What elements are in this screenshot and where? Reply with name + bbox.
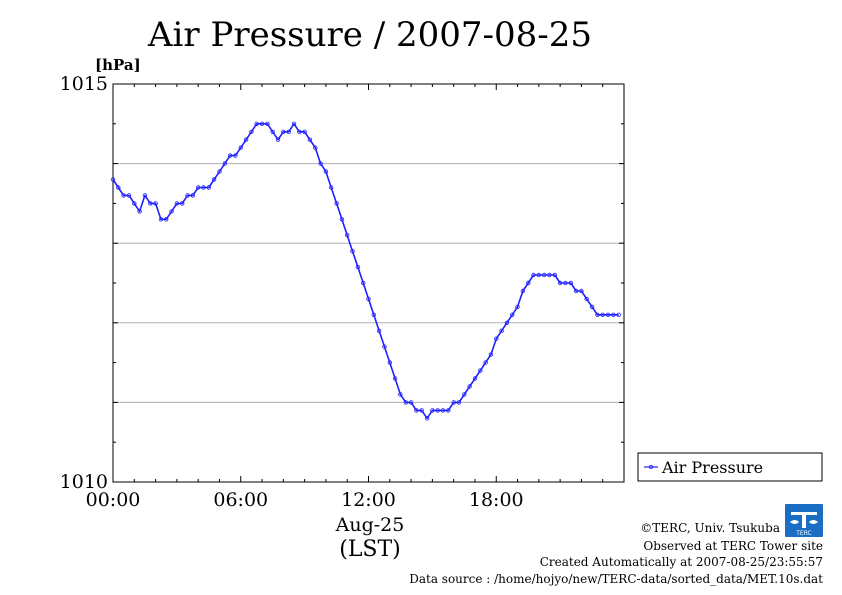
legend-box bbox=[637, 452, 823, 482]
y-tick-label: 1015 bbox=[60, 73, 108, 95]
data-point bbox=[116, 185, 121, 190]
series-line-air-pressure bbox=[112, 123, 619, 420]
y-unit-label: [hPa] bbox=[95, 56, 141, 74]
data-point bbox=[270, 129, 275, 134]
logo-text: TERC bbox=[795, 530, 812, 537]
terc-logo-icon: TERC bbox=[785, 504, 823, 537]
y-tick-label: 1010 bbox=[60, 471, 108, 493]
data-point bbox=[584, 296, 589, 302]
source-text: Data source : /home/hojyo/new/TERC-data/… bbox=[409, 572, 823, 586]
data-point bbox=[499, 328, 504, 333]
gridlines bbox=[113, 163, 624, 403]
data-points bbox=[110, 121, 621, 421]
data-point bbox=[275, 137, 281, 142]
data-point bbox=[424, 416, 430, 421]
data-point bbox=[526, 280, 531, 286]
data-point bbox=[222, 161, 227, 166]
data-point bbox=[110, 177, 116, 182]
data-point bbox=[169, 209, 174, 214]
copyright-text: ©TERC, Univ. Tsukuba bbox=[640, 521, 780, 535]
data-point bbox=[467, 384, 472, 389]
data-point bbox=[478, 368, 483, 373]
x-tick-label: 00:00 bbox=[86, 489, 141, 511]
legend: Air Pressure bbox=[637, 452, 823, 482]
data-point bbox=[472, 376, 478, 381]
x-axis-label: (LST) bbox=[339, 537, 401, 562]
data-line-layer bbox=[112, 123, 619, 420]
data-point bbox=[249, 129, 254, 134]
observed-text: Observed at TERC Tower site bbox=[643, 539, 823, 553]
data-point bbox=[238, 145, 243, 150]
x-date-label: Aug-25 bbox=[335, 514, 405, 536]
x-tick-label: 06:00 bbox=[213, 489, 268, 511]
created-text: Created Automatically at 2007-08-25/23:5… bbox=[540, 555, 823, 569]
data-point bbox=[211, 177, 217, 182]
x-tick-label: 18:00 bbox=[469, 489, 524, 511]
data-point bbox=[510, 312, 515, 317]
data-point bbox=[483, 360, 488, 365]
data-point bbox=[307, 137, 313, 142]
x-axis: 00:00 06:00 12:00 18:00 bbox=[86, 84, 625, 511]
data-point bbox=[291, 121, 297, 126]
data-point bbox=[132, 201, 137, 206]
data-point bbox=[504, 320, 510, 325]
data-point bbox=[217, 169, 222, 174]
y-axis: 1015 1010 bbox=[60, 73, 624, 493]
legend-entry: Air Pressure bbox=[661, 458, 763, 477]
x-tick-label: 12:00 bbox=[341, 489, 396, 511]
data-point bbox=[243, 137, 249, 142]
data-point bbox=[589, 304, 595, 310]
legend-marker bbox=[649, 464, 654, 469]
data-point bbox=[462, 392, 467, 397]
plot-frame bbox=[112, 83, 625, 483]
chart-title: Air Pressure / 2007-08-25 bbox=[147, 15, 592, 55]
